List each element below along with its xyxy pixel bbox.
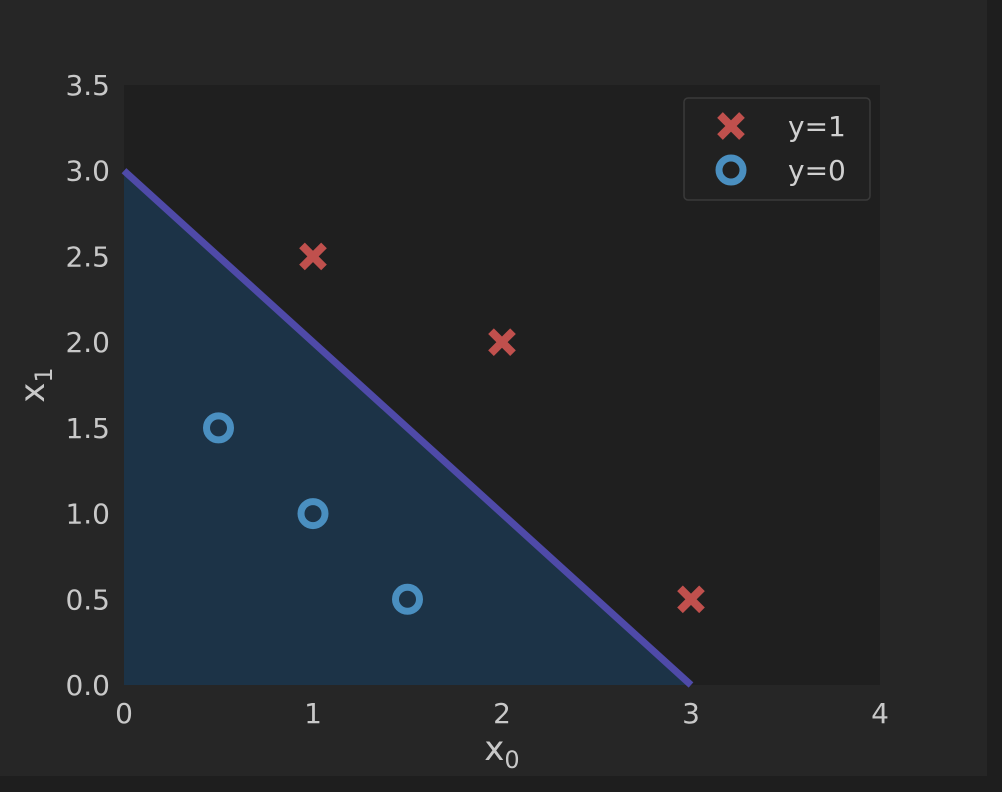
y-tick-label: 0.0 bbox=[65, 669, 110, 702]
x-tick-label: 3 bbox=[682, 697, 700, 730]
data-point-negative bbox=[392, 583, 423, 615]
x-tick-label: 2 bbox=[493, 697, 511, 730]
data-point-negative bbox=[203, 412, 234, 444]
y-axis-label-subscript: 1 bbox=[30, 367, 58, 382]
y-tick-label: 2.0 bbox=[65, 326, 110, 359]
data-points bbox=[203, 242, 705, 615]
x-tick-label: 1 bbox=[304, 697, 322, 730]
x-axis-label-subscript: 0 bbox=[504, 746, 519, 774]
data-point-negative bbox=[297, 498, 329, 530]
x-tick-label: 0 bbox=[115, 697, 133, 730]
y-tick-label: 3.0 bbox=[65, 155, 110, 188]
legend-label: y=0 bbox=[788, 154, 846, 187]
y-axis-label: x1 bbox=[13, 367, 58, 402]
legend-marker-x-icon bbox=[717, 112, 745, 140]
y-tick-label: 1.0 bbox=[65, 498, 110, 531]
data-point-positive bbox=[488, 328, 516, 356]
y-tick-label: 1.5 bbox=[65, 412, 110, 445]
x-tick-label: 4 bbox=[871, 697, 889, 730]
data-point-positive bbox=[677, 585, 705, 614]
legend-label: y=1 bbox=[788, 110, 846, 143]
decision-boundary-line bbox=[121, 168, 694, 688]
scatter-chart: 0 1 2 3 40.00.51.01.52.02.53.03.5 x0 x1 y=1y… bbox=[13, 69, 889, 774]
figure-frame: 0 1 2 3 4 0.0 0.5 1.0 1.5 2.0 2.5 3.0 3.5 x0 x1 y=1 y… bbox=[13, 69, 889, 774]
axis-ticks: 0 1 2 3 4 0.0 0.5 1.0 1.5 2.0 2.5 3.0 3.5 bbox=[65, 69, 888, 730]
legend: y=1y=0 bbox=[683, 97, 871, 201]
y-tick-label: 3.5 bbox=[65, 69, 110, 102]
legend-items: y=1y=0 bbox=[715, 110, 846, 187]
y-tick-label: 2.5 bbox=[65, 240, 110, 273]
y-tick-label: 0.5 bbox=[65, 583, 110, 616]
data-point-positive bbox=[299, 242, 327, 271]
x-axis-label: x0 bbox=[484, 729, 519, 774]
y-axis-label-main: x bbox=[13, 383, 53, 403]
legend-marker-o-icon bbox=[715, 154, 747, 186]
x-axis-label-main: x bbox=[484, 729, 504, 769]
